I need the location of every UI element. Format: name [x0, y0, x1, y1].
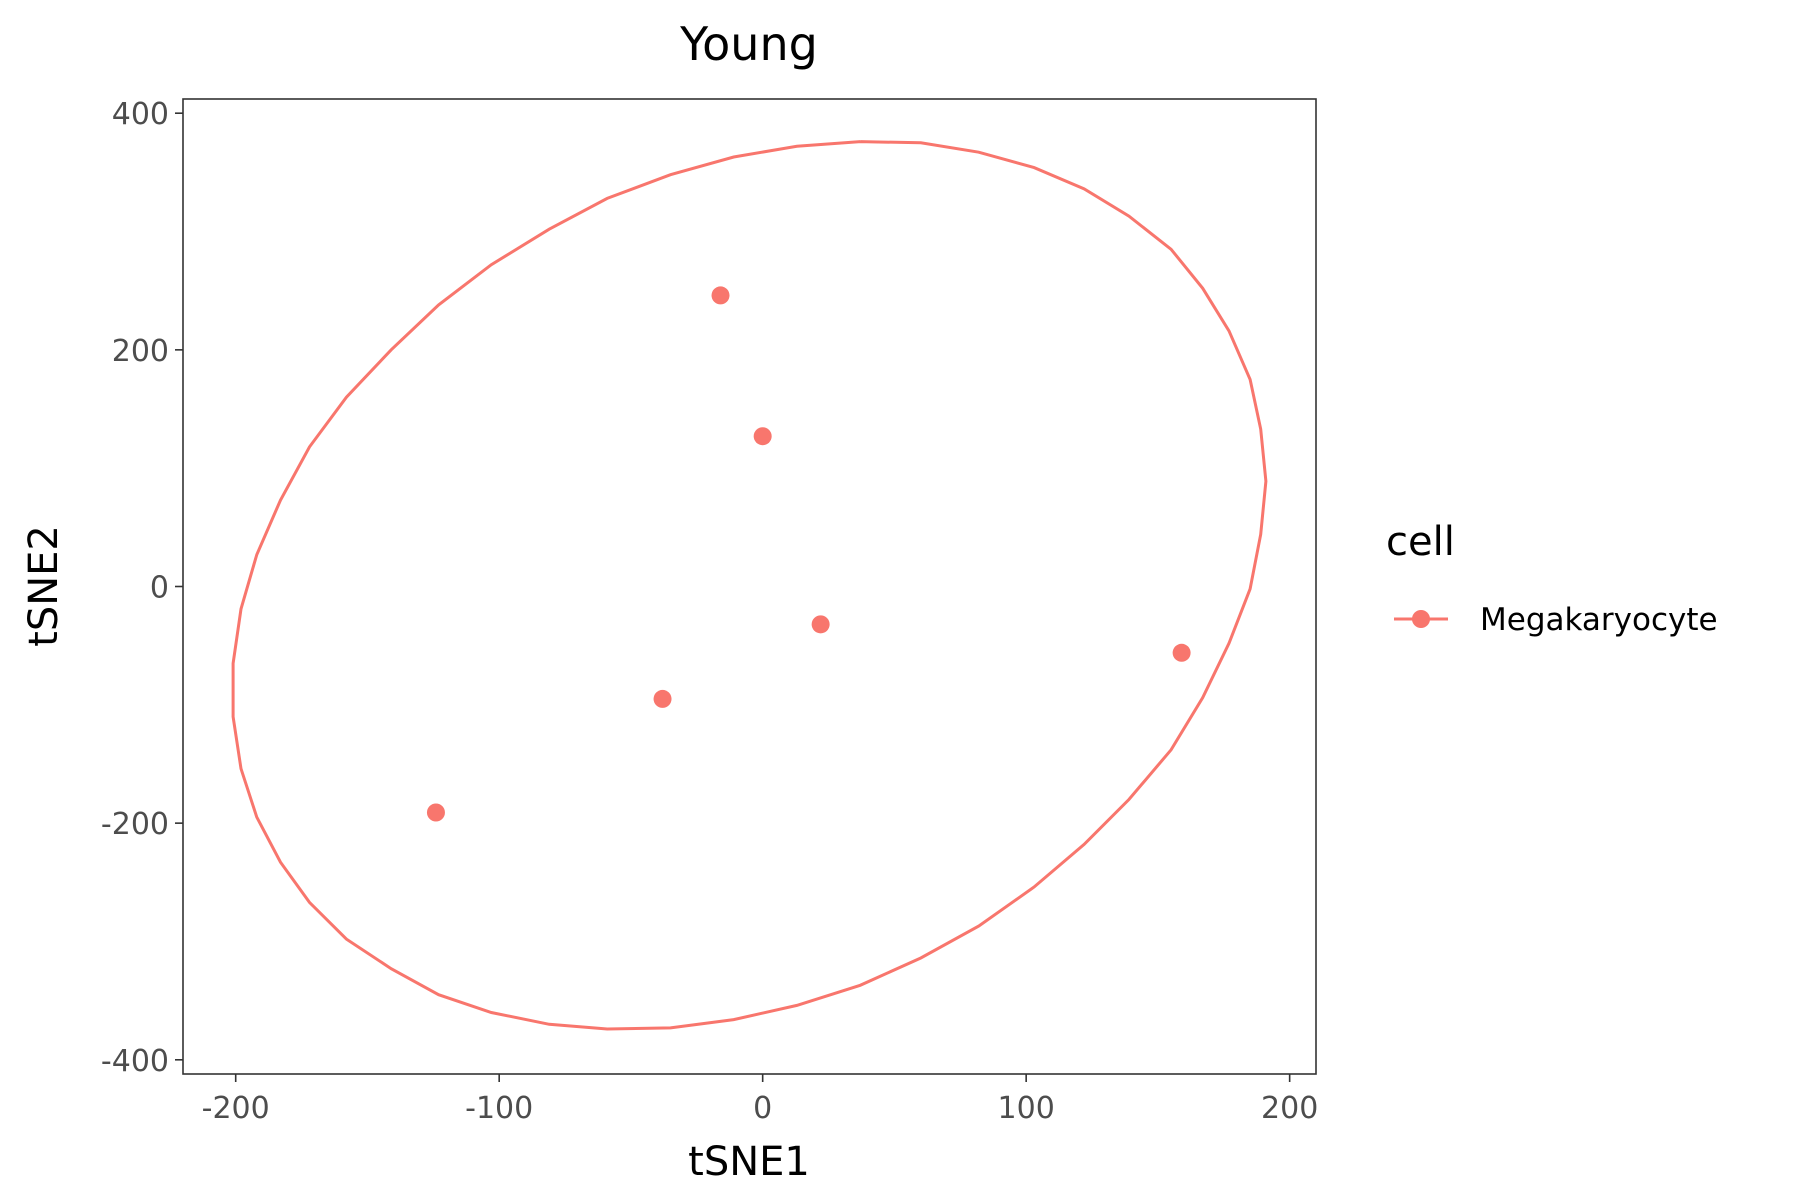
x-tick-label: 200 [1261, 1091, 1318, 1126]
y-tick-label: -200 [101, 807, 169, 842]
data-point [753, 427, 772, 446]
y-tick-label: 400 [112, 97, 169, 132]
legend-key-point [1412, 610, 1430, 628]
y-axis: -400 -200 0 200 400 [101, 97, 183, 1079]
x-tick-label: -200 [202, 1091, 270, 1126]
data-point [1172, 643, 1191, 662]
data-point [653, 689, 672, 708]
data-point [426, 803, 445, 822]
y-tick-label: 200 [112, 334, 169, 369]
plot-panel [182, 98, 1317, 1075]
x-axis-title: tSNE1 [688, 1139, 810, 1185]
legend-title: cell [1386, 519, 1455, 565]
ellipse-layer [231, 140, 1268, 1031]
x-tick-label: 0 [753, 1091, 772, 1126]
data-point [711, 286, 730, 305]
chart-title: Young [679, 17, 818, 71]
x-tick-label: 100 [998, 1091, 1055, 1126]
points-layer [426, 286, 1191, 822]
data-point [811, 615, 830, 634]
y-axis-title: tSNE2 [21, 525, 67, 647]
legend-label-megakaryocyte: Megakaryocyte [1480, 602, 1718, 638]
legend: cell Megakaryocyte [1386, 519, 1718, 638]
y-tick-label: -400 [101, 1044, 169, 1079]
confidence-ellipse [231, 140, 1268, 1031]
x-axis: -200 -100 0 100 200 [202, 1074, 1318, 1126]
x-tick-label: -100 [465, 1091, 533, 1126]
y-tick-label: 0 [150, 571, 169, 606]
